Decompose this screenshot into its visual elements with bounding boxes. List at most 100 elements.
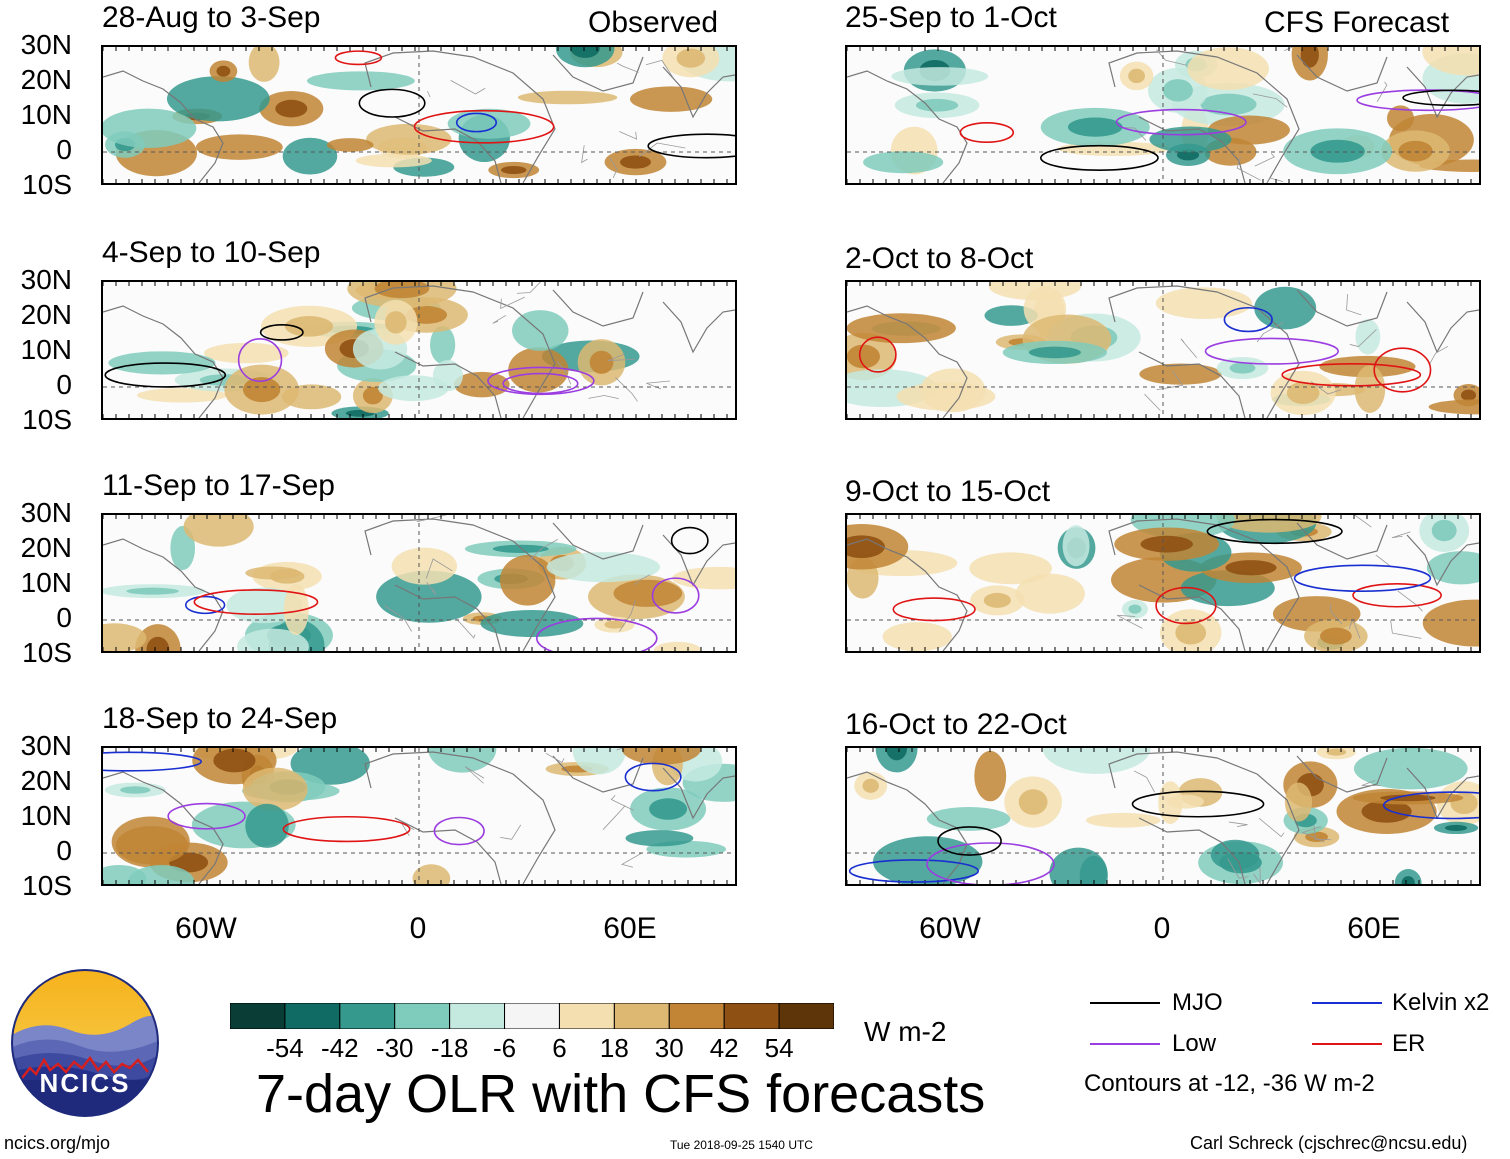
coastline — [103, 305, 224, 418]
lon-label-60e: 60E — [1347, 912, 1401, 945]
colorbar-tick-label: 42 — [709, 1033, 739, 1063]
wave-contour — [926, 842, 1055, 884]
olr-anomaly-core — [1431, 519, 1457, 542]
olr-anomaly-core — [915, 98, 959, 112]
olr-anomaly — [1167, 794, 1204, 809]
ncics-logo: NCICS — [10, 968, 160, 1118]
olr-anomaly-core — [385, 311, 407, 334]
wave-contour — [959, 122, 1015, 143]
lat-label: 10N — [20, 334, 72, 365]
border — [1391, 531, 1411, 539]
olr-anomaly — [103, 108, 197, 148]
olr-anomaly-core — [1128, 604, 1142, 614]
border — [588, 395, 619, 399]
lon-label-0: 0 — [409, 912, 427, 945]
olr-anomaly — [128, 864, 195, 884]
border — [425, 558, 453, 579]
lon-label-60w: 60W — [175, 912, 237, 945]
olr-anomaly — [1254, 286, 1317, 330]
olr-map — [847, 748, 1479, 884]
coastline — [1296, 54, 1388, 92]
olr-anomaly — [882, 622, 952, 651]
olr-anomaly — [376, 570, 482, 623]
panel-title: 25-Sep to 1-Oct — [845, 1, 1057, 34]
legend-mjo-line — [1090, 1002, 1160, 1004]
border — [1144, 393, 1161, 411]
olr-anomaly-core — [213, 748, 256, 773]
wave-contour — [103, 751, 202, 772]
olr-map — [103, 282, 735, 418]
wave-contour — [892, 597, 976, 622]
border — [607, 353, 636, 361]
wave-contour — [1382, 791, 1479, 820]
border — [615, 377, 638, 402]
footer-url[interactable]: ncics.org/mjo — [4, 1133, 111, 1153]
border — [1354, 515, 1372, 528]
border — [492, 314, 507, 324]
olr-anomaly-core — [983, 592, 1011, 608]
border — [602, 805, 626, 830]
border — [1266, 177, 1284, 183]
lat-label: 10S — [22, 404, 72, 435]
olr-anomaly — [1085, 812, 1161, 828]
coastline — [662, 66, 735, 119]
border — [1301, 826, 1325, 843]
wave-contour — [1373, 347, 1432, 393]
olr-anomaly — [391, 547, 458, 585]
footer-credit: Carl Schreck (cjschrec@ncsu.edu) — [1190, 1133, 1468, 1153]
coastline — [1138, 351, 1246, 418]
colorbar-swatch — [394, 1002, 451, 1030]
border — [1180, 338, 1198, 358]
olr-anomaly — [1426, 551, 1479, 585]
panel-title: 18-Sep to 24-Sep — [102, 702, 338, 735]
olr-anomaly-core — [275, 99, 308, 118]
wave-contour — [184, 595, 226, 615]
border — [1361, 780, 1381, 787]
coastline — [1108, 285, 1300, 418]
olr-anomaly-core — [1300, 47, 1319, 68]
olr-anomaly — [1284, 782, 1313, 822]
wave-contour — [535, 617, 658, 651]
wave-contour — [1115, 108, 1247, 136]
lat-label: 20N — [20, 299, 72, 330]
border — [1253, 866, 1261, 884]
wave-contour — [104, 362, 227, 388]
map-panel-forecast-4 — [845, 746, 1481, 886]
wave-contour — [1223, 306, 1273, 333]
coastline — [847, 538, 968, 651]
olr-anomaly — [430, 325, 456, 364]
wave-contour — [670, 526, 709, 555]
olr-anomaly-core — [1140, 535, 1193, 553]
olr-anomaly-core — [1286, 381, 1320, 404]
olr-anomaly — [1062, 525, 1090, 567]
coastline — [1406, 534, 1479, 587]
coastline — [394, 817, 502, 884]
olr-anomaly — [969, 552, 1052, 585]
olr-anomaly — [863, 151, 944, 174]
olr-anomaly — [183, 515, 254, 547]
olr-anomaly — [195, 134, 283, 160]
olr-anomaly-core — [1401, 876, 1415, 884]
lat-label: 10S — [22, 637, 72, 668]
border — [639, 142, 686, 158]
olr-anomaly-core — [1398, 140, 1433, 162]
wave-contour — [502, 372, 579, 395]
olr-anomaly-core — [1128, 68, 1145, 84]
legend-note: Contours at -12, -36 W m-2 — [1084, 1070, 1375, 1097]
border — [610, 794, 634, 811]
forecast-label: CFS Forecast — [1264, 6, 1450, 39]
olr-anomaly-core — [1028, 346, 1081, 359]
lat-label: 30N — [20, 730, 72, 761]
olr-anomaly-core — [1326, 748, 1347, 756]
border — [517, 282, 541, 294]
olr-anomaly-core — [120, 786, 151, 794]
border — [545, 752, 565, 764]
olr-anomaly — [355, 153, 432, 168]
olr-anomaly-core — [1225, 560, 1277, 576]
lat-label: 10S — [22, 169, 72, 200]
olr-anomaly-core — [126, 587, 179, 595]
wave-contour — [624, 762, 682, 792]
border — [1310, 381, 1342, 395]
coastline — [662, 767, 735, 820]
olr-anomaly — [1155, 287, 1253, 319]
